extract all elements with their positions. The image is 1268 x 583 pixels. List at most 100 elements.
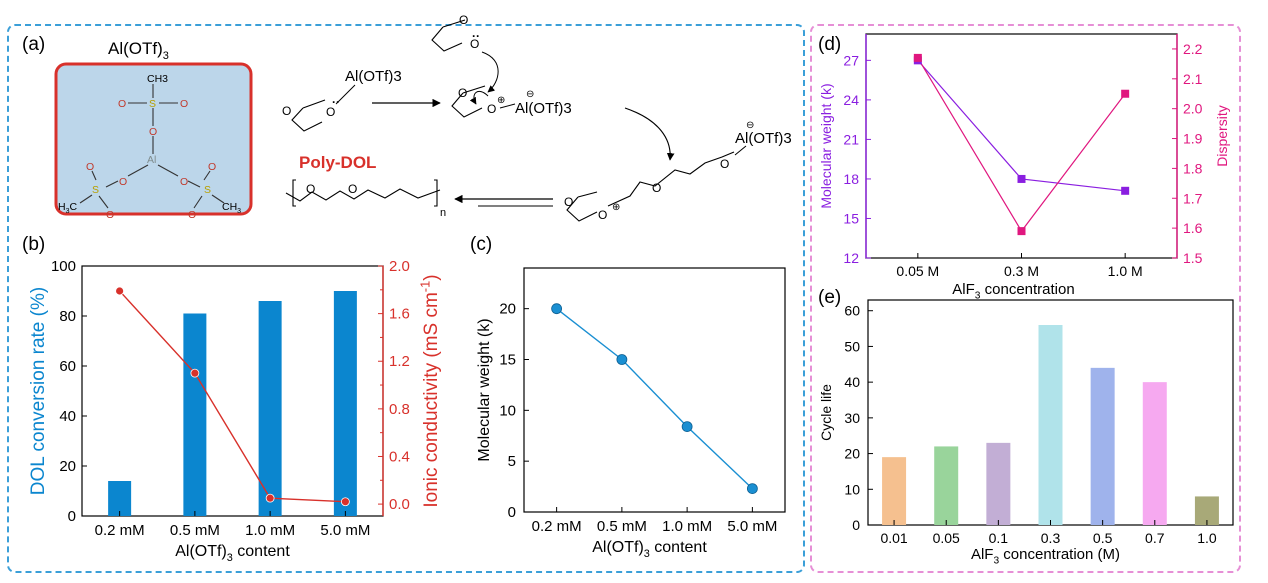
y-tick-label: 21	[843, 131, 859, 147]
panel-a: (a) Al(OTf)3	[22, 13, 792, 222]
chart-d: (d) 12 15 18 21 24 27 1.5 1.6 1.7 1.8 1.9 2.0 2.1 2.2 0…	[818, 33, 1230, 302]
poly-o-1: O	[306, 182, 315, 196]
attack-o-1: O	[459, 13, 468, 27]
x-tick-label: 0.3 M	[1004, 263, 1039, 279]
attack-o-2: O	[470, 37, 479, 51]
y2-tick-label: 1.5	[1183, 250, 1203, 266]
x-tick-label: 0.1	[989, 530, 1009, 546]
y-tick-label: 0	[68, 508, 76, 525]
conductivity-point	[265, 493, 275, 503]
y-tick-label: 60	[59, 358, 76, 375]
y2-tick-label: 0.0	[389, 496, 410, 513]
bar	[183, 313, 207, 516]
plot-frame-d	[865, 33, 1178, 259]
chain-o-4: O	[720, 157, 729, 171]
y2-tick-label: 1.8	[1183, 160, 1203, 176]
x-tick-label: 1.0 mM	[662, 518, 712, 535]
al-minus-2: ⊖	[746, 120, 754, 131]
y2-tick-label: 1.9	[1183, 131, 1203, 147]
y-tick-label: 5	[508, 453, 516, 470]
catalyst-title-sub: 3	[163, 50, 169, 62]
x-tick-label: 1.0 M	[1108, 263, 1143, 279]
panel-a-label: (a)	[22, 34, 45, 55]
molecular-weight-point	[1121, 186, 1130, 195]
activated-ring	[451, 85, 486, 118]
y-tick-label: 15	[499, 352, 516, 369]
y2-tick-label: 1.6	[1183, 220, 1203, 236]
y2-tick-label: 2.0	[389, 258, 410, 275]
panel-d-label: (d)	[818, 34, 841, 55]
chain-anion: Al(OTf)3	[735, 130, 792, 147]
bar	[1090, 367, 1115, 525]
atom-ch3-top: CH3	[147, 73, 168, 85]
y-tick-label: 24	[843, 92, 859, 108]
x-tick-label: 0.3	[1041, 530, 1061, 546]
x-tick-label: 0.05 M	[896, 263, 939, 279]
attacking-monomer	[431, 19, 466, 52]
y-tick-label: 60	[844, 303, 860, 319]
conductivity-line	[119, 290, 346, 503]
poly-dol-label: Poly-DOL	[299, 153, 376, 172]
atom-o-right-down: O	[188, 209, 196, 221]
atom-o-top-right: O	[180, 98, 188, 110]
atom-ch3-right: CH3	[222, 201, 241, 215]
intermediate-anion: Al(OTf)3	[515, 100, 572, 117]
lone-pair-2: ··	[472, 29, 480, 43]
conductivity-point	[340, 497, 350, 507]
chain-o-1: O	[564, 195, 573, 209]
bar	[108, 481, 132, 516]
chart-b: (b) 0 20 40 60 80 100 0.0 0.4 0.8 1.2 1.6 2.0 0.2 mM 0…	[22, 234, 442, 564]
bar	[1038, 325, 1063, 525]
y-tick-label: 100	[51, 258, 76, 275]
o-al-bond	[499, 103, 516, 109]
y2-tick-label: 2.0	[1183, 101, 1203, 117]
panel-e-label: (e)	[818, 287, 841, 308]
y-tick-label: 80	[59, 308, 76, 325]
reagent-al-otf3: Al(OTf)3	[345, 68, 402, 85]
dol-o-1: O	[282, 104, 291, 118]
y-tick-label: 0	[508, 504, 516, 521]
y-tick-label: 20	[499, 301, 516, 318]
atom-o-left-up: O	[86, 161, 94, 173]
atom-o-left-down: O	[106, 209, 114, 221]
y-tick-label: 10	[499, 402, 516, 419]
poly-o-2: O	[348, 182, 357, 196]
atom-s-right: S	[204, 184, 211, 196]
y2-tick-label: 1.7	[1183, 190, 1203, 206]
atom-o-top-left: O	[118, 98, 126, 110]
panel-abc-frame	[7, 24, 805, 573]
y-tick-label: 40	[59, 408, 76, 425]
bar	[1142, 382, 1167, 525]
chain-o-2: O	[598, 208, 607, 222]
atom-al: Al	[147, 154, 156, 166]
reaction-arrow-curve	[624, 107, 675, 161]
y-tick-label: 30	[844, 410, 860, 426]
catalyst-title-text: Al(OTf)	[108, 39, 163, 58]
atom-o-right-up: O	[208, 161, 216, 173]
x-tick-label: 5.0 mM	[727, 518, 777, 535]
y-tick-label: 15	[843, 210, 859, 226]
molecular-weight-point	[1017, 174, 1026, 183]
x-tick-label: 0.01	[880, 530, 907, 546]
conductivity-point	[190, 368, 200, 378]
bar	[258, 301, 282, 516]
bar	[934, 446, 959, 525]
y2-tick-label: 2.1	[1183, 71, 1203, 87]
dispersity-line	[917, 57, 1126, 233]
y-tick-label: 12	[843, 250, 859, 266]
y-tick-label: 50	[844, 338, 860, 354]
chain-o-3: O	[652, 181, 661, 195]
catalyst-title: Al(OTf)3	[108, 39, 169, 62]
y-tick-label: 40	[844, 374, 860, 390]
molecular-weight-point	[551, 303, 563, 315]
dispersity-point	[913, 53, 922, 62]
x-tick-label: 0.2 mM	[95, 522, 145, 539]
atom-s-top: S	[149, 98, 156, 110]
dol-o-2: O	[326, 105, 335, 119]
x-tick-label: 0.5	[1093, 530, 1113, 546]
y-tick-label: 27	[843, 52, 859, 68]
curved-arrow-attack	[481, 51, 499, 93]
repeat-index: n	[440, 207, 446, 219]
molecular-weight-point	[616, 354, 628, 365]
